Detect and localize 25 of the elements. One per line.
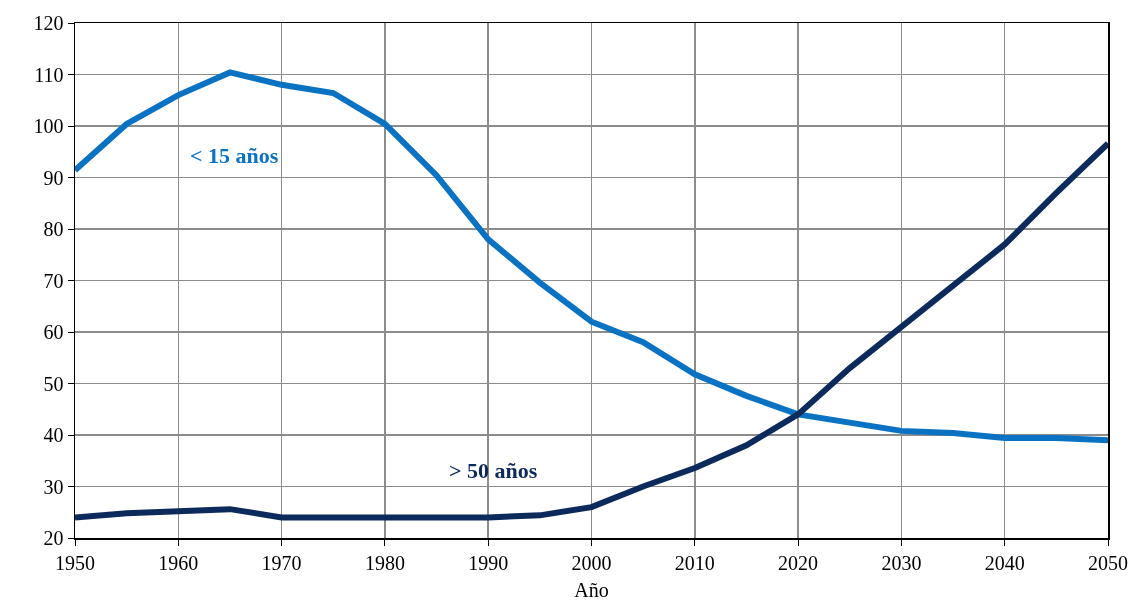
- y-tick-label: 60: [43, 321, 64, 343]
- y-tick-label: 50: [43, 372, 64, 395]
- x-tick-label: 1960: [158, 551, 199, 574]
- x-tick-label: 2030: [881, 551, 922, 574]
- series-label: > 50 años: [449, 458, 538, 483]
- y-tick-label: 20: [43, 527, 64, 549]
- x-tick-label: 2050: [1088, 551, 1128, 574]
- y-tick-label: 70: [43, 269, 64, 292]
- x-tick-label: 1980: [364, 551, 405, 574]
- x-tick-label: 1970: [261, 551, 302, 574]
- x-tick-label: 2010: [674, 551, 715, 574]
- x-axis-title: Año: [574, 578, 609, 601]
- x-tick-label: 2040: [984, 551, 1025, 574]
- y-tick-label: 40: [43, 424, 64, 446]
- x-tick-label: 1950: [55, 551, 95, 574]
- x-tick-label: 2020: [778, 551, 819, 574]
- y-tick-label: 100: [33, 115, 64, 137]
- y-tick-label: 80: [43, 218, 64, 240]
- y-tick-label: 30: [43, 475, 64, 498]
- x-tick-label: 2000: [571, 551, 612, 574]
- y-tick-label: 110: [34, 63, 64, 86]
- x-tick-label: 1990: [468, 551, 509, 574]
- y-tick-label: 90: [43, 166, 64, 189]
- y-tick-label: 120: [33, 12, 64, 34]
- text: < 15 años: [190, 143, 279, 168]
